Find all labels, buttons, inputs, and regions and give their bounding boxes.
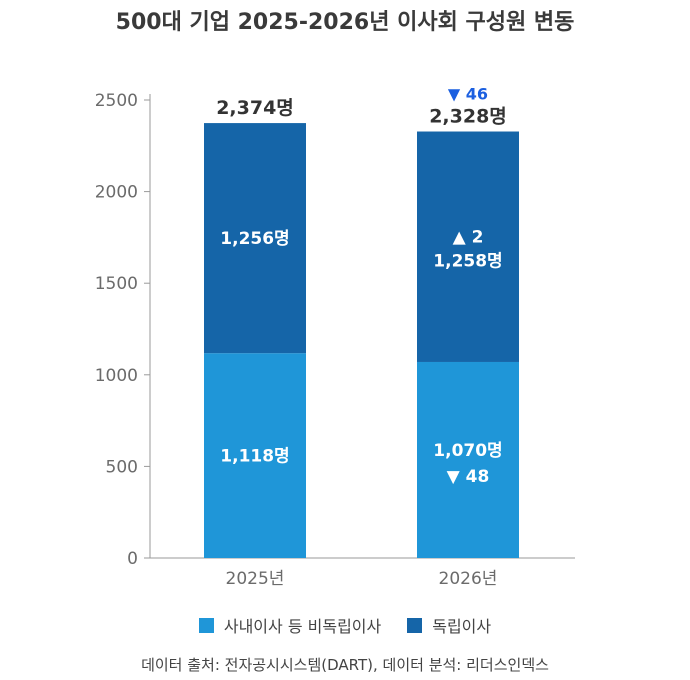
segment-value-label: 1,070명 (433, 441, 502, 461)
legend-label-inside: 사내이사 등 비독립이사 (223, 617, 382, 636)
legend-swatch-independent (407, 617, 423, 633)
bar-segment-independent (417, 131, 519, 362)
legend: 사내이사 등 비독립이사 독립이사 (0, 613, 690, 637)
y-tick-label: 0 (127, 549, 138, 569)
segment-value-label: 1,256명 (220, 229, 289, 249)
bar-segment-inside (417, 361, 519, 558)
y-tick-label: 500 (106, 457, 138, 477)
bar-total-label: 2,328명 (429, 106, 507, 128)
legend-item-inside: 사내이사 등 비독립이사 (198, 613, 382, 637)
y-tick-label: 1500 (95, 274, 138, 294)
legend-swatch-inside (198, 617, 214, 633)
x-tick-label: 2025년 (226, 569, 285, 589)
bar-total-label: 2,374명 (216, 97, 294, 119)
y-tick-label: 2500 (95, 91, 138, 111)
bar-segment-inside (204, 353, 306, 558)
x-tick-label: 2026년 (439, 569, 498, 589)
segment-value-label: 1,118명 (220, 447, 289, 467)
chart-title: 500대 기업 2025-2026년 이사회 구성원 변동 (115, 10, 575, 35)
y-tick-label: 2000 (95, 183, 138, 203)
segment-delta-label: ▼ 48 (447, 467, 490, 487)
segment-delta-label: ▲ 2 (453, 228, 484, 248)
y-tick-label: 1000 (95, 366, 138, 386)
stacked-bar-chart: 0 500 1000 1500 2000 2500 1,118명 1,256명 2,374명 2… (95, 85, 575, 589)
segment-value-label: 1,258명 (433, 252, 502, 272)
legend-item-independent: 독립이사 (407, 613, 491, 637)
legend-label-independent: 독립이사 (432, 617, 492, 636)
source-note: 데이터 출처: 전자공시시스템(DART), 데이터 분석: 리더스인덱스 (141, 656, 549, 674)
bar-segment-independent (204, 123, 306, 354)
bar-total-delta-label: ▼ 46 (448, 85, 488, 104)
